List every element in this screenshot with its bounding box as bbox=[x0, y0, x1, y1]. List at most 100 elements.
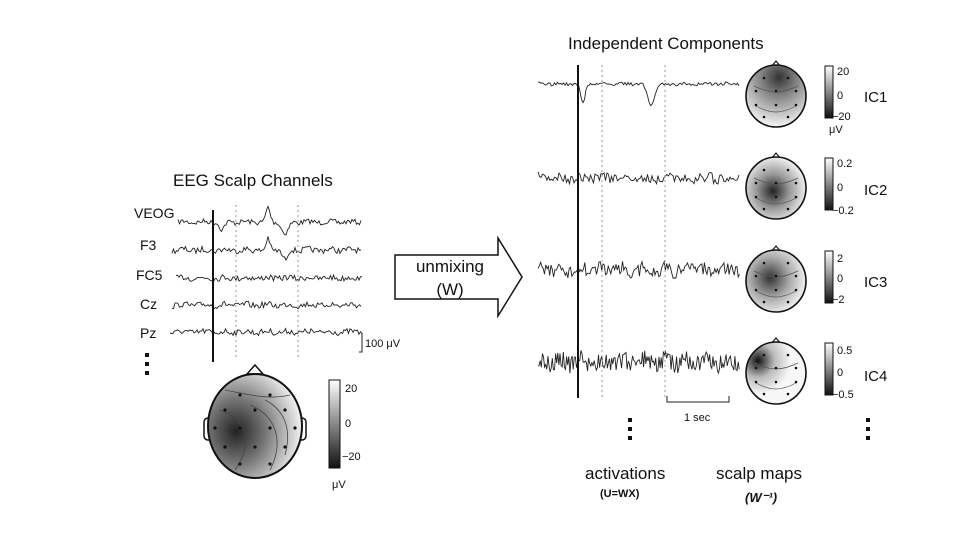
electrode-dot bbox=[754, 103, 758, 107]
ic-colorbar-max: 20 bbox=[837, 66, 850, 78]
electrode-dot bbox=[786, 353, 790, 357]
electrode-dot bbox=[223, 408, 227, 412]
electrode-dot bbox=[283, 445, 287, 449]
electrode-dot bbox=[754, 274, 758, 278]
electrode-dot bbox=[754, 89, 758, 93]
time-scale-bar bbox=[666, 396, 730, 403]
channel-label: F3 bbox=[140, 237, 157, 253]
component-head bbox=[745, 64, 807, 128]
electrode-dot bbox=[762, 168, 766, 172]
right-panel-title: Independent Components bbox=[568, 34, 764, 53]
electrode-dot bbox=[238, 462, 242, 466]
electrode-dot bbox=[786, 300, 790, 304]
electrode-dot bbox=[762, 207, 766, 211]
electrode-dot bbox=[786, 115, 790, 119]
electrode-dot bbox=[762, 353, 766, 357]
colorbar-unit: μV bbox=[332, 479, 346, 491]
electrode-dot bbox=[774, 366, 778, 370]
arrow-label-unmixing: unmixing bbox=[415, 257, 485, 276]
scalp-map-head bbox=[203, 363, 307, 479]
component-label: IC1 bbox=[864, 89, 888, 106]
amplitude-scale-label: 100 μV bbox=[365, 338, 401, 350]
electrode-dot bbox=[786, 392, 790, 396]
ic-colorbar-mid: 0 bbox=[837, 273, 844, 285]
electrode-dot bbox=[253, 408, 257, 412]
electrode-dot bbox=[786, 207, 790, 211]
electrode-dot bbox=[293, 426, 297, 430]
channel-label: FC5 bbox=[136, 267, 163, 283]
colorbar-mid: 0 bbox=[345, 418, 352, 430]
electrode-dot bbox=[786, 76, 790, 80]
more-maps-ellipsis bbox=[866, 418, 870, 440]
waveform-trace bbox=[537, 171, 740, 186]
electrode-dot bbox=[786, 261, 790, 265]
channel-label: Pz bbox=[140, 325, 157, 341]
component-label: IC2 bbox=[864, 182, 888, 199]
time-scale-label: 1 sec bbox=[684, 412, 711, 424]
ic-colorbar-min: −2 bbox=[832, 294, 845, 306]
electrode-dot bbox=[268, 393, 272, 397]
electrode-dot bbox=[754, 195, 758, 199]
waveform-trace bbox=[537, 259, 740, 280]
arrow-label-w: (W) bbox=[436, 280, 464, 299]
electrode-dot bbox=[268, 462, 272, 466]
component-label: IC3 bbox=[864, 274, 888, 291]
waveform-trace bbox=[172, 300, 362, 310]
left-colorbar bbox=[328, 379, 341, 469]
component-colorbar bbox=[824, 250, 834, 304]
scalp-channel-traces bbox=[169, 205, 363, 338]
electrode-dot bbox=[794, 89, 798, 93]
left-panel-title: EEG Scalp Channels bbox=[173, 171, 333, 190]
ic-colorbar-unit: μV bbox=[829, 124, 843, 136]
scalp-maps-label: scalp maps bbox=[716, 464, 802, 483]
ic-colorbar-min: −0.5 bbox=[832, 389, 854, 401]
electrode-dot bbox=[774, 380, 778, 384]
waveform-trace bbox=[177, 205, 362, 236]
component-head bbox=[745, 249, 807, 313]
component-label: IC4 bbox=[864, 368, 888, 385]
amplitude-scale-bar bbox=[359, 333, 363, 353]
component-head bbox=[745, 341, 807, 405]
channel-label: VEOG bbox=[134, 205, 175, 221]
activations-label: activations bbox=[585, 464, 666, 483]
ic-colorbar-min: −0.2 bbox=[832, 205, 854, 217]
electrode-dot bbox=[794, 380, 798, 384]
electrode-dot bbox=[794, 274, 798, 278]
electrode-dot bbox=[794, 366, 798, 370]
waveform-trace bbox=[169, 327, 363, 338]
electrode-dot bbox=[794, 195, 798, 199]
electrode-dot bbox=[283, 408, 287, 412]
component-head bbox=[745, 156, 807, 220]
component-activation-traces bbox=[537, 81, 740, 375]
colorbar-min: −20 bbox=[342, 451, 361, 463]
waveform-trace bbox=[175, 273, 363, 283]
electrode-dot bbox=[754, 380, 758, 384]
electrode-dot bbox=[762, 392, 766, 396]
electrode-dot bbox=[794, 103, 798, 107]
electrode-dot bbox=[268, 426, 272, 430]
component-scalp-maps bbox=[745, 60, 834, 405]
colorbar-max: 20 bbox=[345, 383, 358, 395]
activations-formula: (U=WX) bbox=[600, 488, 640, 500]
electrode-dot bbox=[762, 300, 766, 304]
ic-colorbar-mid: 0 bbox=[837, 90, 844, 102]
electrode-dot bbox=[774, 288, 778, 292]
electrode-dot bbox=[762, 261, 766, 265]
more-channels-ellipsis bbox=[145, 353, 149, 375]
ic-colorbar-max: 0.5 bbox=[837, 345, 853, 357]
electrode-dot bbox=[754, 288, 758, 292]
ic-colorbar-mid: 0 bbox=[837, 182, 844, 194]
electrode-dot bbox=[762, 76, 766, 80]
channel-label: Cz bbox=[140, 296, 158, 312]
electrode-dot bbox=[238, 393, 242, 397]
waveform-trace bbox=[171, 236, 362, 262]
ic-colorbar-max: 0.2 bbox=[837, 158, 853, 170]
electrode-dot bbox=[786, 168, 790, 172]
electrode-dot bbox=[794, 288, 798, 292]
waveform-trace bbox=[537, 350, 740, 375]
electrode-dot bbox=[762, 115, 766, 119]
more-activations-ellipsis bbox=[628, 418, 632, 440]
component-colorbar bbox=[824, 342, 834, 396]
electrode-dot bbox=[253, 445, 257, 449]
waveform-trace bbox=[537, 81, 740, 107]
